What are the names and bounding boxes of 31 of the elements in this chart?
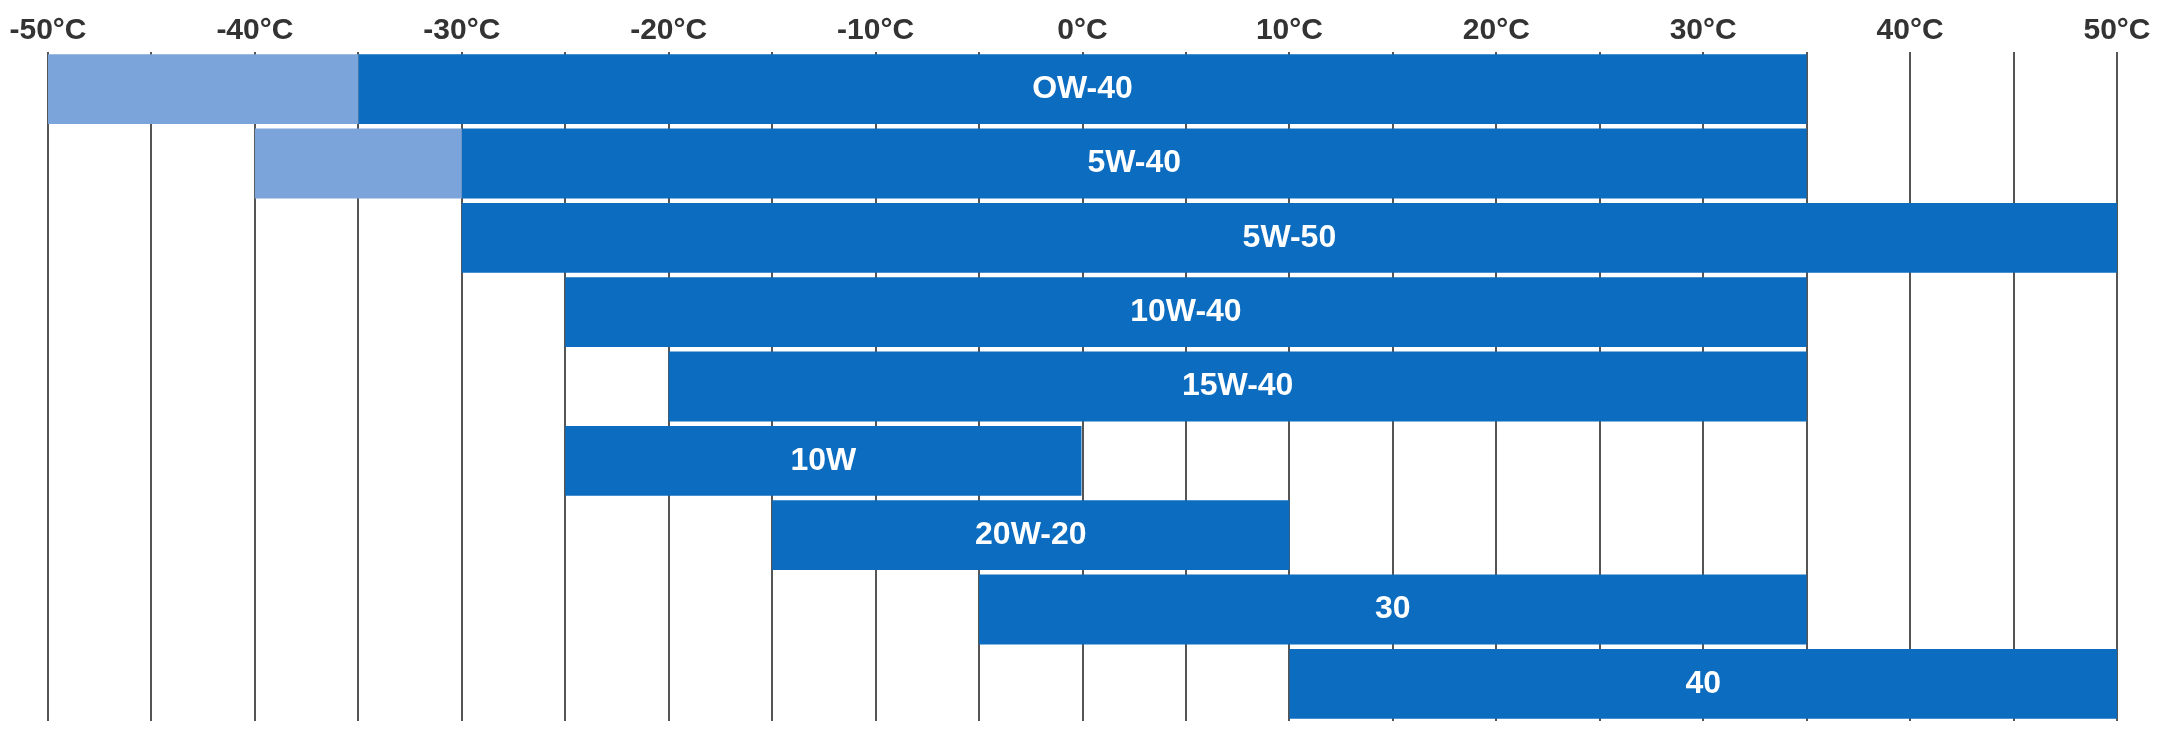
y-tick-label: 5W-50	[1242, 217, 1337, 254]
x-tick-label: -20°C	[630, 12, 708, 46]
y-tick-label: 10W	[790, 440, 858, 477]
bar	[772, 500, 1290, 571]
x-tick-label: 20°C	[1462, 12, 1530, 46]
y-tick-label: 15W-40	[1181, 366, 1294, 403]
bar	[461, 202, 2117, 273]
bar	[461, 128, 1807, 199]
bar	[358, 54, 1807, 125]
y-tick-label: 40	[1685, 663, 1721, 700]
bar	[565, 425, 1082, 496]
bar	[979, 574, 1807, 645]
bar	[48, 54, 359, 125]
x-tick-label: 30°C	[1669, 12, 1737, 46]
x-tick-label: 50°C	[2083, 12, 2151, 46]
y-tick-label: OW-40	[1032, 68, 1133, 105]
bar	[1289, 648, 2117, 719]
y-tick-label: 10W-40	[1130, 291, 1242, 328]
x-tick-label: -10°C	[837, 12, 915, 46]
bar	[668, 351, 1807, 422]
bar	[254, 128, 462, 199]
x-tick-label: 10°C	[1255, 12, 1323, 46]
x-tick-label: -50°C	[9, 12, 87, 46]
bar	[565, 277, 1807, 348]
x-tick-label: 0°C	[1057, 12, 1108, 46]
x-tick-label: -30°C	[423, 12, 501, 46]
y-tick-label: 30	[1375, 589, 1411, 626]
x-tick-label: -40°C	[216, 12, 294, 46]
y-tick-label: 5W-40	[1087, 143, 1182, 180]
y-tick-label: 20W-20	[975, 514, 1087, 551]
x-tick-label: 40°C	[1876, 12, 1944, 46]
